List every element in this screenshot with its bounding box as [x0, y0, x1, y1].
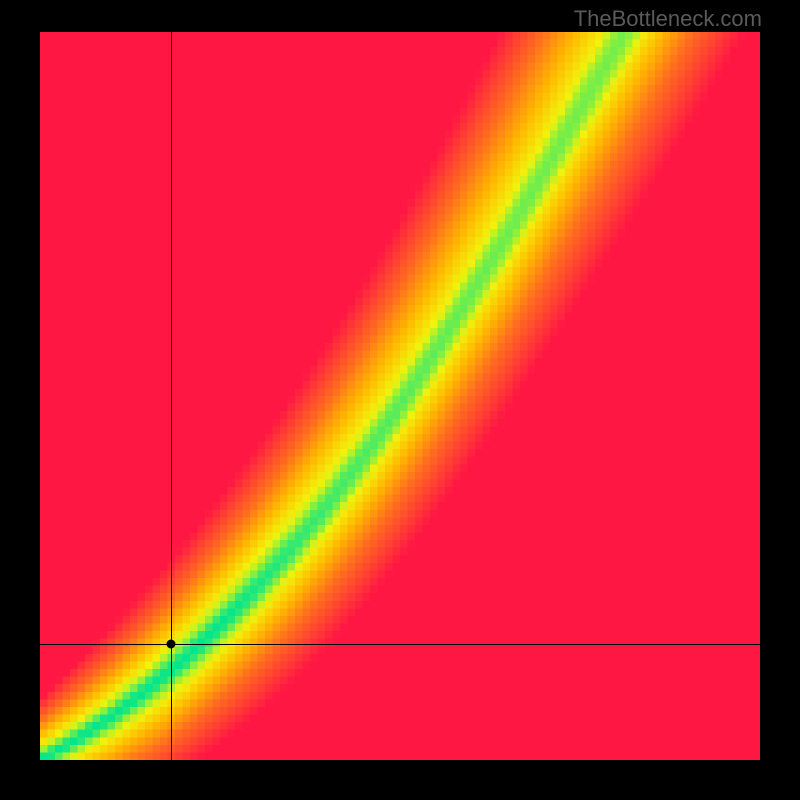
heatmap-canvas	[40, 32, 760, 760]
crosshair-horizontal	[40, 644, 760, 645]
crosshair-vertical	[171, 32, 172, 760]
watermark-text: TheBottleneck.com	[574, 6, 762, 32]
bottleneck-heatmap-plot	[40, 32, 760, 760]
crosshair-marker-dot	[167, 639, 176, 648]
